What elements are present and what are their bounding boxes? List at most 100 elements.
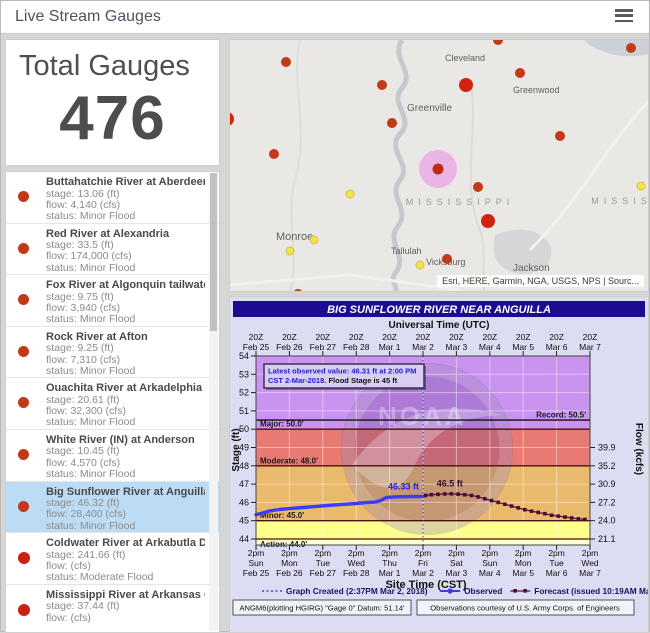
- utc-time-tick: 20Z: [249, 332, 264, 342]
- gauge-map-marker[interactable]: [555, 131, 565, 141]
- gauge-list-item[interactable]: Fox River at Algonquin tailwater stage: 9…: [6, 275, 219, 327]
- cst-axis-tick: Mar 6: [546, 568, 568, 578]
- flow-axis-tick: 30.9: [598, 479, 616, 489]
- map-place-label: Tallulah: [391, 246, 422, 256]
- chart-legend: Graph Created (2:37PM Mar 2, 2018) Observ…: [262, 586, 648, 596]
- gauge-datum-box: ANGM6(plotting HGIRG) "Gage 0" Datum: 51…: [232, 599, 412, 616]
- cst-axis-tick: Tue: [549, 558, 564, 568]
- annotation-line1: Latest observed value: 46.31 ft at 2:00 …: [268, 367, 416, 376]
- gauge-map-marker[interactable]: [269, 149, 279, 159]
- legend-entry: Graph Created (2:37PM Mar 2, 2018): [286, 586, 428, 596]
- map-canvas[interactable]: Cleveland Greenville Greenwood Monroe Tallul…: [230, 40, 649, 292]
- flow-axis-tick: 35.2: [598, 461, 616, 471]
- gauge-flow: flow: 4,140 (cfs): [46, 198, 121, 211]
- gauge-map-marker[interactable]: [442, 254, 452, 264]
- flow-axis-tick: 27.2: [598, 497, 616, 507]
- cst-axis-tick: Sun: [248, 558, 263, 568]
- cst-axis-tick: 2pm: [582, 548, 599, 558]
- utc-time-tick: 20Z: [382, 332, 397, 342]
- cst-axis-tick: Thu: [382, 558, 397, 568]
- cst-axis-tick: Feb 26: [276, 568, 303, 578]
- gauge-map-marker[interactable]: [432, 163, 444, 175]
- gauge-stage: stage: 33.5 (ft): [46, 239, 114, 252]
- chart-title-bar: [233, 301, 645, 317]
- list-scrollbar-track[interactable]: [209, 173, 218, 631]
- gauge-flow: flow: (cfs): [46, 559, 91, 572]
- gauge-map-marker[interactable]: [387, 118, 397, 128]
- map-place-label: Cleveland: [445, 53, 485, 63]
- gauge-list: Buttahatchie River at Aberdeen stage: 13.…: [5, 171, 220, 633]
- cst-axis-tick: Feb 28: [343, 568, 370, 578]
- gauge-flow: flow: 3,940 (cfs): [46, 301, 121, 314]
- utc-time-tick: 20Z: [449, 332, 464, 342]
- gauge-name: Ouachita River at Arkadelphia: [46, 383, 203, 395]
- cst-axis-tick: Wed: [348, 558, 366, 568]
- gauge-status: status: Minor Flood: [46, 468, 136, 481]
- gauge-list-item[interactable]: Buttahatchie River at Aberdeen stage: 13.…: [6, 172, 219, 224]
- stage-axis-tick: 50: [239, 424, 249, 434]
- flow-axis-tick: 21.1: [598, 534, 616, 544]
- utc-date-tick: Mar 7: [579, 342, 601, 352]
- annotation-line2-black: Flood Stage is 45 ft: [328, 376, 397, 385]
- list-scrollbar-thumb[interactable]: [210, 173, 217, 331]
- gauge-stage: stage: 20.61 (ft): [46, 393, 120, 406]
- stage-axis-tick: 46: [239, 497, 249, 507]
- gauge-map-marker[interactable]: [415, 260, 425, 270]
- gauge-map-marker[interactable]: [626, 43, 636, 53]
- utc-date-tick: Feb 28: [343, 342, 370, 352]
- hamburger-menu-icon[interactable]: [615, 9, 635, 25]
- gauge-name: Mississippi River at Arkansas City: [46, 589, 205, 601]
- noaa-watermark-logo: NOAA: [341, 363, 513, 535]
- cst-axis-tick: Fri: [418, 558, 428, 568]
- highway-line: [528, 99, 648, 252]
- gauge-map-marker[interactable]: [481, 214, 495, 228]
- gauge-list-item[interactable]: Mississippi River at Arkansas Citystage:…: [6, 585, 219, 632]
- gauge-stage: stage: 37.44 (ft): [46, 600, 120, 613]
- total-gauges-label: Total Gauges: [19, 50, 190, 82]
- flood-threshold-label: Moderate: 48.0': [260, 456, 318, 465]
- gauge-flow: flow: 32,300 (cfs): [46, 405, 126, 418]
- gauge-rows-container: Buttahatchie River at Aberdeen stage: 13.…: [6, 172, 219, 632]
- river-tributary: [469, 79, 486, 291]
- gauge-list-item[interactable]: Red River at Alexandria stage: 33.5 (ft) f…: [6, 224, 219, 276]
- stage-axis-tick: 54: [239, 351, 249, 361]
- map-panel[interactable]: Cleveland Greenville Greenwood Monroe Tallul…: [229, 39, 649, 292]
- gauge-map-marker[interactable]: [493, 40, 503, 45]
- gauge-list-item[interactable]: Rock River at Afton stage: 9.25 (ft) flow:…: [6, 327, 219, 379]
- gauge-map-marker[interactable]: [377, 80, 387, 90]
- gauge-map-marker[interactable]: [285, 246, 295, 256]
- gauge-status-dot: [18, 397, 29, 409]
- gauge-map-marker[interactable]: [345, 189, 355, 199]
- gauge-stage: stage: 13.06 (ft): [46, 187, 120, 200]
- gauge-name: White River (IN) at Anderson: [46, 434, 195, 446]
- gauge-map-marker[interactable]: [473, 182, 483, 192]
- gauge-status-dot: [18, 242, 29, 254]
- gauge-map-marker[interactable]: [459, 78, 473, 92]
- gauge-map-marker[interactable]: [309, 235, 319, 245]
- mississippi-river: [390, 40, 409, 291]
- chart-series: [254, 491, 587, 522]
- gauge-status-dot: [18, 191, 29, 202]
- stage-axis-title: Stage (ft): [231, 428, 242, 471]
- gauge-map-marker[interactable]: [515, 68, 525, 78]
- gauge-map-marker[interactable]: [636, 181, 646, 191]
- gauge-list-item[interactable]: White River (IN) at Anderson stage: 10.45…: [6, 430, 219, 482]
- gauge-stage: stage: 10.45 (ft): [46, 445, 120, 458]
- gauge-map-marker[interactable]: [230, 112, 234, 126]
- cst-axis-tick: Mar 2: [412, 568, 434, 578]
- gauge-status: status: Minor Flood: [46, 416, 136, 429]
- legend-entry: Observed: [464, 586, 502, 596]
- cst-axis-tick: Mar 5: [512, 568, 534, 578]
- utc-date-tick: Mar 4: [479, 342, 501, 352]
- utc-date-tick: Mar 5: [512, 342, 534, 352]
- gauge-list-item[interactable]: Big Sunflower River at Anguilla stage: 46…: [6, 481, 219, 534]
- svg-text:NOAA: NOAA: [378, 401, 467, 431]
- gauge-flow: flow: 28,400 (cfs): [46, 508, 126, 521]
- gauge-map-marker[interactable]: [293, 289, 303, 292]
- gauge-list-item[interactable]: Ouachita River at Arkadelphia stage: 20.6…: [6, 378, 219, 430]
- gauge-map-marker[interactable]: [281, 57, 291, 67]
- gauge-status: status: Minor Flood: [46, 364, 136, 377]
- gauge-list-item[interactable]: Coldwater River at Arkabutla Damstage: 2…: [6, 533, 219, 585]
- gauge-flow: flow: 4,570 (cfs): [46, 456, 121, 469]
- gauge-stage: stage: 241.66 (ft): [46, 548, 126, 561]
